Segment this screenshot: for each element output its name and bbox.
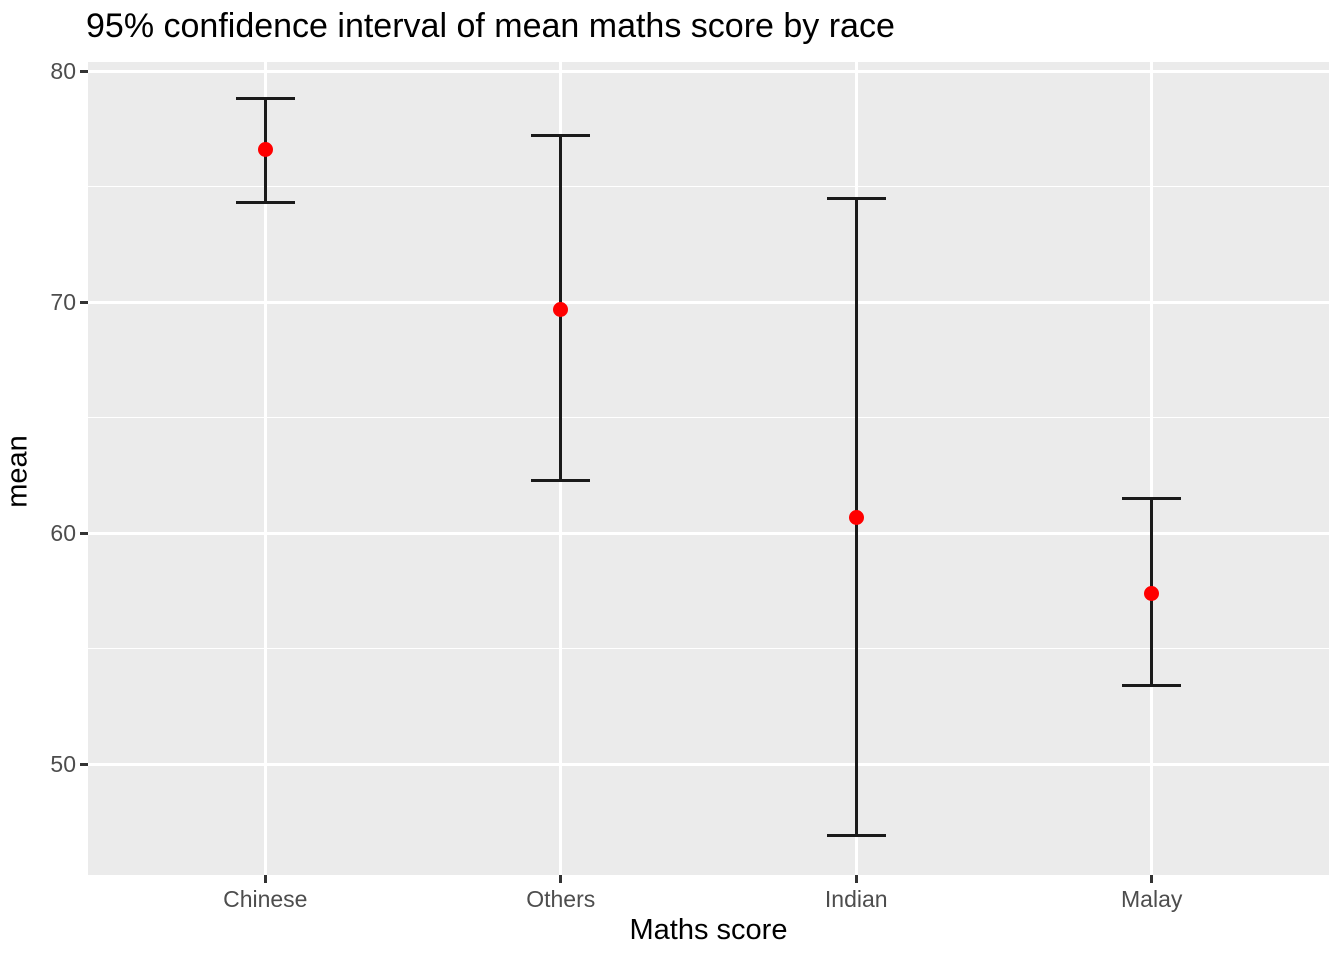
y-tick-label: 50 [50, 750, 76, 777]
y-axis-tick-mark [80, 531, 88, 535]
y-tick-label: 80 [50, 57, 76, 84]
x-tick-label: Indian [824, 886, 888, 912]
error-bar-upper-cap [826, 196, 886, 200]
error-bar-lower-cap [235, 201, 295, 205]
mean-point [1144, 585, 1160, 601]
gridline-major-horizontal [88, 762, 1329, 766]
y-axis-tick-mark [80, 300, 88, 304]
y-tick-label: 60 [50, 519, 76, 546]
gridline-minor-horizontal [88, 185, 1329, 188]
gridline-minor-horizontal [88, 416, 1329, 419]
mean-point [848, 509, 864, 525]
gridline-major-horizontal [88, 300, 1329, 304]
x-tick-label: Others [526, 886, 596, 912]
gridline-major-vertical [1150, 62, 1154, 875]
mean-point [553, 301, 569, 317]
error-bar-upper-cap [1122, 497, 1182, 501]
error-bar-lower-cap [531, 478, 591, 482]
chart-title: 95% confidence interval of mean maths sc… [86, 7, 895, 45]
y-tick-label: 70 [50, 288, 76, 315]
gridline-major-horizontal [88, 69, 1329, 73]
x-tick-label: Malay [1121, 886, 1183, 912]
gridline-major-horizontal [88, 531, 1329, 535]
x-axis-title: Maths score [629, 914, 788, 946]
x-tick-label: Chinese [223, 886, 308, 912]
error-bar-lower-cap [1122, 684, 1182, 688]
y-axis-tick-mark [80, 762, 88, 766]
mean-point [257, 142, 273, 158]
gridline-minor-horizontal [88, 647, 1329, 650]
x-axis-tick-mark [1150, 875, 1154, 883]
x-axis-tick-mark [854, 875, 858, 883]
y-axis-tick-mark [80, 69, 88, 73]
plot-panel [88, 62, 1329, 875]
x-axis-tick-mark [559, 875, 563, 883]
error-bar-upper-cap [531, 134, 591, 138]
gridline-major-vertical [263, 62, 267, 875]
x-axis-tick-mark [263, 875, 267, 883]
error-bar-upper-cap [235, 97, 295, 101]
error-bar-lower-cap [826, 834, 886, 838]
